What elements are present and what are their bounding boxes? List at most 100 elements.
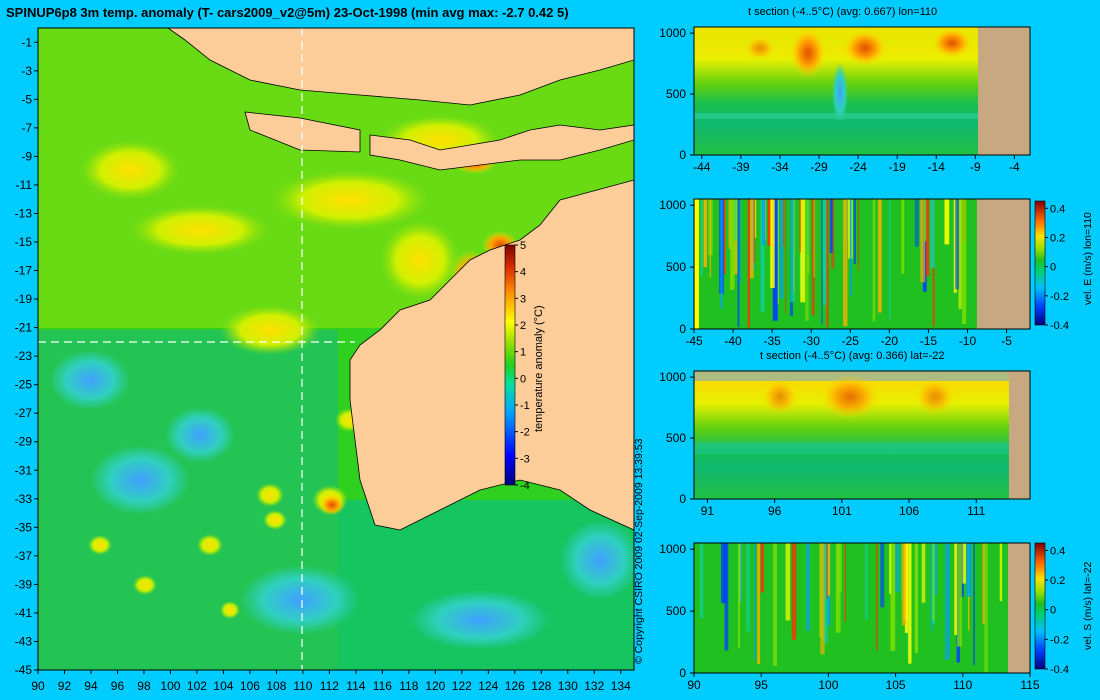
- y-tick-label: -33: [15, 492, 33, 506]
- x-tick-label: 114: [346, 679, 365, 693]
- x-tick-label: 100: [818, 678, 838, 692]
- x-tick-label: 132: [584, 679, 604, 693]
- x-tick-label: -14: [928, 160, 946, 174]
- y-tick-label: -1: [21, 35, 32, 49]
- y-tick-label: -3: [21, 64, 32, 78]
- tsec-lat-chart: 91 96 101 106 111 0 500 1000: [659, 370, 1031, 518]
- x-tick-label: -45: [685, 334, 703, 348]
- x-tick-label: -5: [1001, 334, 1012, 348]
- vel-lon-colorbar: [1034, 200, 1046, 326]
- y-tick-label: 1000: [659, 542, 686, 556]
- y-tick-label: -13: [15, 206, 33, 220]
- colorbar-tick-label: -0.4: [1050, 320, 1069, 332]
- x-tick-label: 90: [687, 678, 701, 692]
- x-tick-label: 108: [266, 679, 286, 693]
- x-tick-label: -30: [803, 334, 821, 348]
- map-field: [38, 28, 640, 670]
- y-tick-label: -39: [15, 577, 33, 591]
- y-tick-label: -45: [15, 663, 33, 677]
- y-tick-label: 500: [666, 87, 686, 101]
- colorbar-tick-label: 3: [520, 293, 526, 305]
- x-tick-label: -29: [810, 160, 828, 174]
- x-tick-label: 111: [967, 504, 986, 518]
- tsec-lon-chart: -44 -39 -34 -29 -24 -19 -14 -9 -4 0 500 1000: [659, 26, 1031, 174]
- y-tick-label: -27: [15, 406, 33, 420]
- y-tick-label: -31: [15, 463, 33, 477]
- x-tick-label: 128: [531, 679, 551, 693]
- x-tick-label: -19: [888, 160, 906, 174]
- colorbar-tick-label: -0.2: [1050, 634, 1069, 646]
- y-tick-label: 500: [666, 431, 686, 445]
- tsec-lat-title: t section (-4..5°C) (avg: 0.366) lat=-22: [760, 350, 945, 362]
- tsec-lat-axes: 91 96 101 106 111 0 500 1000: [659, 370, 985, 518]
- y-tick-label: 500: [666, 604, 686, 618]
- y-tick-label: -41: [15, 606, 33, 620]
- x-tick-label: -39: [732, 160, 750, 174]
- x-tick-label: 126: [505, 679, 525, 693]
- x-tick-label: 115: [1020, 678, 1039, 692]
- x-tick-label: 102: [187, 679, 207, 693]
- y-tick-label: 1000: [659, 26, 686, 40]
- vel-lat-colorbar-ticks: 0.4 0.2 0 -0.2 -0.4: [1045, 545, 1069, 676]
- x-tick-label: -9: [970, 160, 981, 174]
- x-tick-label: -10: [959, 334, 977, 348]
- y-tick-label: -15: [15, 235, 33, 249]
- x-tick-label: -40: [724, 334, 742, 348]
- y-tick-label: -9: [21, 149, 32, 163]
- vel-lat-colorbar: [1034, 542, 1046, 670]
- map-colorbar: [504, 244, 516, 486]
- vel-lat-chart: 90 95 100 105 110 115 0 500 1000 0.4 0.2 0 -0.2 -0.4: [659, 542, 1069, 692]
- map-colorbar-ticks: 5 4 3 2 1 0 -1 -2 -3 -4: [515, 240, 530, 492]
- y-tick-label: -21: [15, 321, 33, 335]
- y-tick-label: -23: [15, 349, 33, 363]
- x-tick-label: 104: [213, 679, 233, 693]
- land-masses: [166, 27, 635, 531]
- y-tick-label: -25: [15, 378, 33, 392]
- y-tick-label: -37: [15, 549, 33, 563]
- colorbar-tick-label: -0.4: [1050, 664, 1069, 676]
- x-tick-label: -25: [842, 334, 860, 348]
- x-tick-label: 106: [899, 504, 919, 518]
- x-tick-label: 96: [768, 504, 782, 518]
- x-tick-label: -20: [881, 334, 899, 348]
- colorbar-tick-label: -2: [520, 427, 530, 439]
- y-tick-label: 0: [679, 492, 686, 506]
- y-tick-label: -7: [21, 121, 32, 135]
- vel-lat-colorbar-label: vel. S (m/s) lat=-22: [1082, 561, 1094, 650]
- map-chart: 90 92 94 96 98 100 102 104 106 108 110 112 114 116 118…: [15, 27, 640, 693]
- x-tick-label: -4: [1009, 160, 1020, 174]
- x-tick-label: 116: [373, 679, 392, 693]
- y-tick-label: -29: [15, 435, 33, 449]
- x-tick-label: -34: [771, 160, 789, 174]
- x-tick-label: 122: [452, 679, 472, 693]
- x-tick-label: 95: [755, 678, 769, 692]
- y-tick-label: -11: [16, 178, 33, 192]
- y-tick-label: 0: [679, 322, 686, 336]
- colorbar-tick-label: 0: [1050, 605, 1056, 617]
- y-tick-label: -17: [15, 264, 33, 278]
- y-tick-label: 500: [666, 260, 686, 274]
- x-tick-label: 90: [31, 679, 45, 693]
- x-tick-label: 124: [478, 679, 498, 693]
- x-tick-label: 118: [399, 679, 418, 693]
- colorbar-tick-label: 1: [520, 347, 526, 359]
- x-tick-label: -44: [693, 160, 711, 174]
- colorbar-tick-label: -1: [520, 400, 530, 412]
- x-tick-label: 120: [425, 679, 445, 693]
- colorbar-tick-label: 2: [520, 320, 526, 332]
- vel-lat-axes: 90 95 100 105 110 115 0 500 1000: [659, 542, 1040, 692]
- tsec-lon-title: t section (-4..5°C) (avg: 0.667) lon=110: [748, 6, 938, 18]
- colorbar-tick-label: 4: [520, 267, 526, 279]
- vel-lon-colorbar-ticks: 0.4 0.2 0 -0.2 -0.4: [1045, 203, 1069, 332]
- colorbar-tick-label: 0: [1050, 262, 1056, 274]
- x-tick-label: 94: [84, 679, 98, 693]
- colorbar-tick-label: -0.2: [1050, 291, 1069, 303]
- map-colorbar-label: temperature anomaly (°C): [533, 305, 545, 432]
- colorbar-tick-label: 0.2: [1050, 575, 1065, 587]
- x-tick-label: 134: [611, 679, 631, 693]
- x-tick-label: 96: [111, 679, 125, 693]
- colorbar-tick-label: 5: [520, 240, 526, 252]
- y-tick-label: 0: [679, 666, 686, 680]
- x-tick-label: -24: [849, 160, 867, 174]
